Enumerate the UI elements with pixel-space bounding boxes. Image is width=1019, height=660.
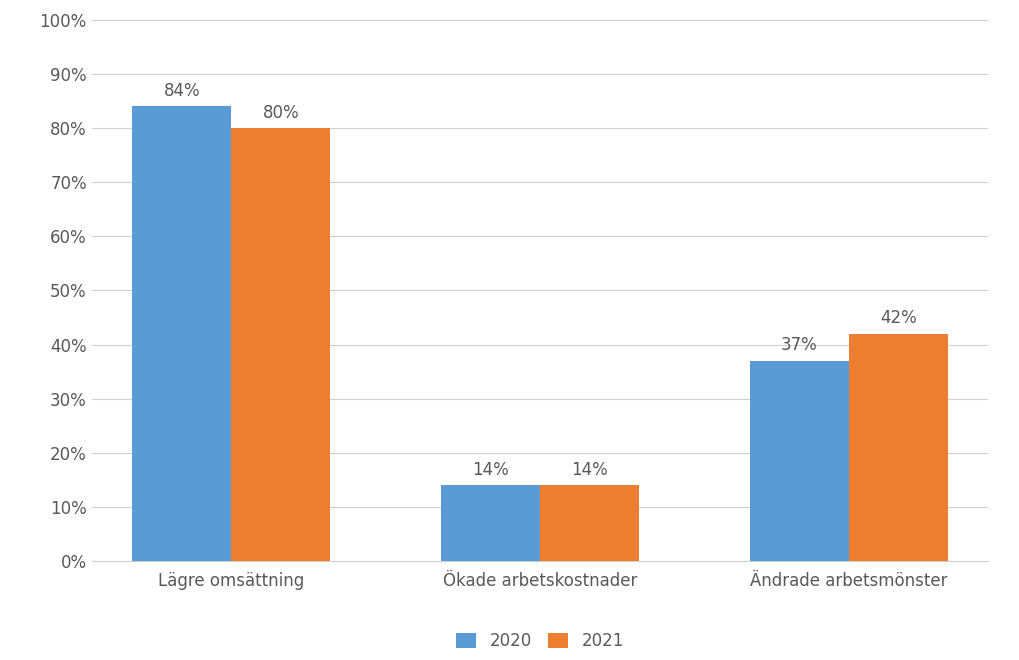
- Text: 14%: 14%: [571, 461, 608, 478]
- Text: 80%: 80%: [262, 104, 299, 121]
- Text: 84%: 84%: [164, 82, 200, 100]
- Text: 42%: 42%: [879, 309, 917, 327]
- Bar: [441, 485, 540, 561]
- Legend: 2020, 2021: 2020, 2021: [447, 624, 633, 658]
- Bar: [849, 334, 948, 561]
- Bar: [132, 106, 231, 561]
- Text: 37%: 37%: [782, 336, 818, 354]
- Text: 14%: 14%: [472, 461, 510, 478]
- Bar: [750, 361, 849, 561]
- Bar: [540, 485, 639, 561]
- Bar: [231, 128, 330, 561]
